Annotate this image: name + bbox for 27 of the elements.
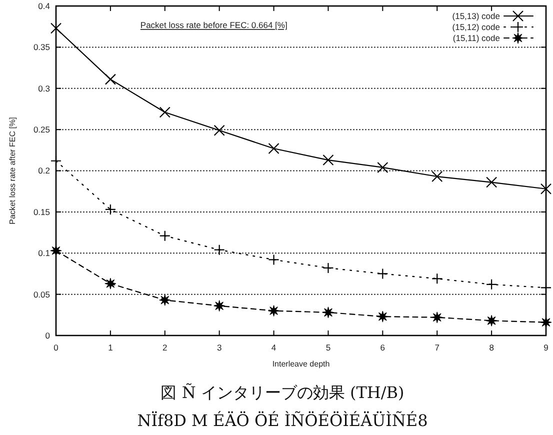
legend-label: (15,13) code (452, 10, 500, 21)
text: NÏf8D M ÉÄÖ ÖÉ ÌÑÖÉÖÌÉÄÜÌÑÉ8 (137, 411, 428, 430)
y-axis-title: Packet loss rate after FEC [%] (8, 117, 17, 224)
y-tick-label: 0.3 (38, 83, 50, 94)
x-tick-label: 0 (54, 342, 59, 352)
y-tick-label: 0.15 (33, 206, 50, 217)
x-tick-label: 6 (380, 342, 386, 352)
annotation: Packet loss rate before FEC: 0.664 [%] (140, 20, 288, 30)
x-tick-label: 3 (216, 342, 222, 352)
y-tick-label: 0.25 (33, 124, 50, 135)
x-tick-label: 7 (434, 342, 440, 352)
y-tick-label: 0.1 (38, 248, 50, 258)
x-tick-label: 2 (162, 342, 168, 352)
y-tick-label: 0.2 (38, 166, 50, 176)
x-tick-label: 8 (489, 342, 494, 352)
y-tick-label: 0.4 (38, 0, 50, 11)
legend-label: (15,11) code (452, 32, 500, 43)
y-tick-label: 0.35 (33, 42, 50, 52)
legend-label: (15,12) code (452, 22, 500, 32)
x-tick-label: 4 (271, 342, 276, 352)
x-tick-label: 1 (108, 342, 114, 352)
y-tick-label: 0.05 (33, 289, 50, 300)
x-tick-label: 5 (326, 342, 331, 352)
x-tick-label: 9 (544, 342, 549, 352)
text: 図 Ñ インタリーブの効果 (TH/B) (160, 383, 404, 402)
y-tick-label: 0 (45, 330, 50, 340)
x-axis-title: Interleave depth (272, 360, 330, 368)
